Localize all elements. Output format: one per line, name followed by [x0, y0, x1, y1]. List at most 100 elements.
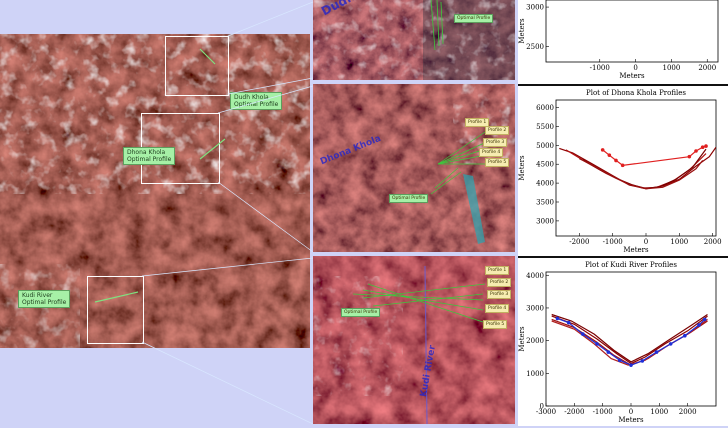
y-tick-label: 4000 [536, 180, 554, 188]
series-line-2 [565, 149, 707, 189]
y-tick-label: 6000 [536, 104, 554, 112]
x-tick-label: -1000 [593, 408, 613, 416]
series-point-5 [683, 333, 687, 338]
dhona-profile-line [199, 138, 226, 160]
series-point-5 [697, 323, 701, 327]
x-axis-label: Meters [623, 246, 649, 254]
y-tick-label: 3000 [526, 4, 544, 12]
series-point-5 [700, 145, 705, 150]
x-tick-label: 2000 [704, 238, 722, 246]
x-tick-label: -1000 [590, 64, 610, 72]
main-terrain [0, 34, 310, 348]
x-tick-label: -3000 [536, 408, 556, 416]
series-point-5 [555, 316, 560, 321]
y-tick-label: 3000 [526, 304, 544, 312]
y-axis-label: Meters [518, 155, 526, 181]
x-tick-label: -2000 [564, 408, 584, 416]
x-tick-label: 1000 [670, 238, 688, 246]
x-tick-label: 2000 [698, 64, 716, 72]
kudi-river-optimal-tag: Optimal Profile [341, 308, 381, 317]
plot-frame [545, 0, 719, 63]
series-point-5 [606, 350, 611, 354]
dhona-khola-label: Dhona Khola Optimal Profile [123, 147, 176, 165]
series-point-5 [668, 342, 673, 346]
dhona-profile-tag-3: Profile 3 [483, 138, 508, 147]
kudi-river-label: Kudi River Optimal Profile [18, 290, 71, 308]
series-point-5 [617, 358, 622, 363]
series-point-5 [640, 359, 645, 363]
y-tick-label: 3000 [536, 217, 554, 225]
y-axis-label: Meters [518, 18, 526, 44]
series-line-4 [551, 318, 708, 366]
x-axis-label: Meters [619, 72, 645, 80]
main-overlay-lines [94, 48, 226, 303]
series-point-5 [595, 342, 599, 346]
chart-title: Plot of Kudi River Profiles [585, 261, 677, 269]
dudh-khola-terrain [313, 0, 515, 80]
x-axis-label: Meters [618, 416, 644, 424]
series-line-2 [551, 318, 708, 366]
dhona-khola-zoom-panel: Dhona Khola Optimal Profile Profile 1 Pr… [313, 84, 515, 252]
y-tick-label: 0 [540, 403, 544, 411]
dhona-khola-plot: Plot of Dhona Khola Profiles -2000 -1000 0 1… [518, 89, 722, 254]
dhona-profile-tag-1: Profile 1 [465, 118, 490, 127]
y-tick-label: 2500 [526, 43, 544, 51]
kudi-river-plot: Plot of Kudi River Profiles -3000 -2000 -10… [518, 261, 717, 424]
x-tick-label: 1000 [650, 408, 668, 416]
series-line-4 [579, 158, 704, 190]
dudh-khola-label: Dudh Khola Optimal Profile [230, 92, 283, 110]
y-tick-label: 1000 [526, 370, 544, 378]
plot-frame [555, 99, 717, 237]
series-point-5 [702, 317, 707, 322]
series-point-5 [687, 154, 692, 159]
dhona-khola-terrain [313, 84, 515, 252]
kudi-river-profile-chart: Plot of Kudi River Profiles -3000 -2000 -10… [518, 256, 728, 426]
dudh-khola-zoom-panel: Dudh Khola Optimal Profile [313, 0, 515, 80]
plot-frame [545, 271, 717, 407]
kudi-profile-tag-3: Profile 3 [487, 290, 512, 299]
series-point-5 [581, 332, 585, 336]
kudi-profile-tag-4: Profile 4 [485, 304, 510, 313]
series-point-5 [566, 320, 571, 325]
kudi-profile-tag-1: Profile 1 [485, 266, 510, 275]
dhona-profile-tag-5: Profile 5 [485, 158, 510, 167]
dudh-khola-profile-chart: -1000 0 1000 2000 2500 3000 Meters Meters [518, 0, 728, 84]
series-line-3 [551, 313, 708, 363]
series-point-5 [600, 148, 605, 152]
main-satellite-image: Dudh Khola Optimal Profile Dhona Khola O… [0, 34, 310, 348]
x-tick-label: 0 [644, 238, 648, 246]
y-axis-label: Meters [518, 326, 526, 352]
series-point-5 [654, 350, 659, 354]
dhona-khola-optimal-tag: Optimal Profile [389, 194, 429, 203]
x-tick-label: -1000 [603, 238, 623, 246]
x-tick-label: 0 [629, 408, 633, 416]
series-point-5 [694, 149, 698, 153]
series-point-5 [629, 363, 633, 367]
y-tick-label: 3500 [536, 199, 554, 207]
dudh-profile-line [199, 48, 216, 65]
kudi-river-terrain [313, 256, 515, 424]
kudi-profile-tag-5: Profile 5 [483, 320, 508, 329]
connector-lines [141, 1, 313, 424]
kudi-profile-tag-2: Profile 2 [487, 278, 512, 287]
x-tick-label: 1000 [663, 64, 681, 72]
y-tick-label: 5500 [536, 123, 554, 131]
y-tick-label: 4000 [526, 272, 544, 280]
kudi-river-zoom-panel: Kudi River Optimal Profile Profile 1 Pro… [313, 256, 515, 424]
kudi-river-callout-box [87, 276, 144, 344]
x-tick-label: 2000 [679, 408, 697, 416]
series-point-5 [614, 158, 618, 163]
y-tick-label: 2000 [526, 337, 544, 345]
series-point-5 [620, 163, 625, 168]
series-point-5 [704, 144, 708, 148]
kudi-profile-line [94, 291, 139, 303]
dudh-khola-callout-box [165, 36, 229, 96]
panel-divider [515, 0, 518, 424]
dhona-profile-tag-2: Profile 2 [485, 126, 510, 135]
dhona-khola-profile-chart: Plot of Dhona Khola Profiles -2000 -1000 0 1… [518, 84, 728, 256]
chart-title: Plot of Dhona Khola Profiles [586, 89, 686, 97]
dhona-profile-tag-4: Profile 4 [479, 148, 504, 157]
dudh-khola-optimal-tag: Optimal Profile [454, 14, 494, 23]
series-point-5 [607, 153, 612, 157]
